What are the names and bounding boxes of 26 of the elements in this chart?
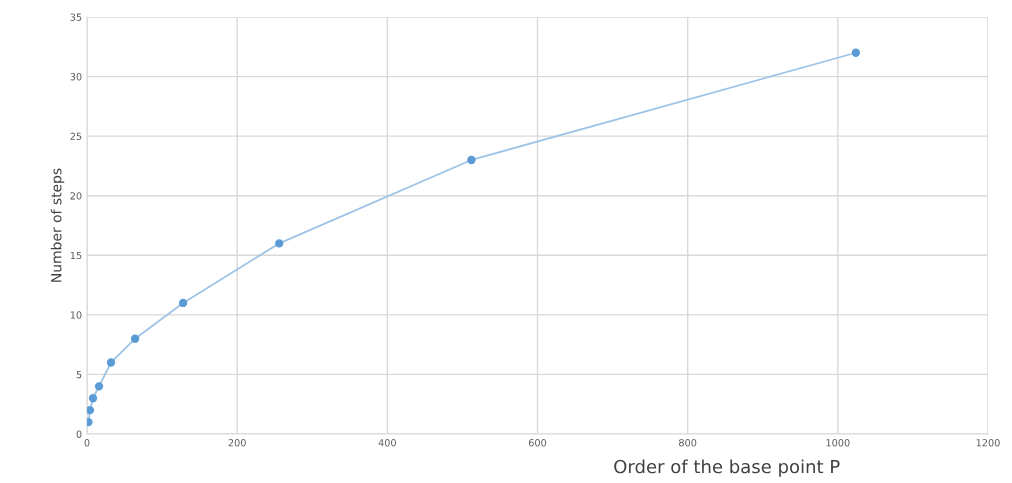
point: [130, 334, 140, 343]
x-tick-label: 1200: [976, 439, 1000, 447]
y-axis-title: Number of steps: [50, 168, 65, 282]
point: [275, 239, 284, 248]
x-tick-label: 200: [228, 439, 246, 447]
x-tick-label: 600: [528, 439, 547, 447]
point: [87, 406, 95, 415]
x-tick-label: 1000: [826, 439, 850, 447]
y-tick-label: 5: [76, 371, 82, 379]
y-tick-label: 20: [70, 192, 82, 200]
point: [94, 382, 104, 391]
y-tick-label: 25: [70, 132, 82, 140]
x-tick-label: 0: [84, 439, 90, 447]
point: [178, 298, 188, 308]
x-axis-title: Order of the base point P: [614, 459, 840, 477]
y-tick-label: 0: [76, 430, 82, 438]
y-tick-label: 35: [70, 13, 82, 21]
y-tick-label: 30: [70, 73, 82, 81]
point: [851, 48, 861, 57]
point: [88, 394, 98, 403]
point: [106, 358, 116, 367]
point: [467, 155, 476, 165]
x-tick-label: 800: [679, 439, 697, 447]
x-tick-label: 400: [378, 439, 396, 447]
y-tick-label: 10: [70, 311, 82, 319]
y-tick-label: 15: [70, 251, 82, 260]
